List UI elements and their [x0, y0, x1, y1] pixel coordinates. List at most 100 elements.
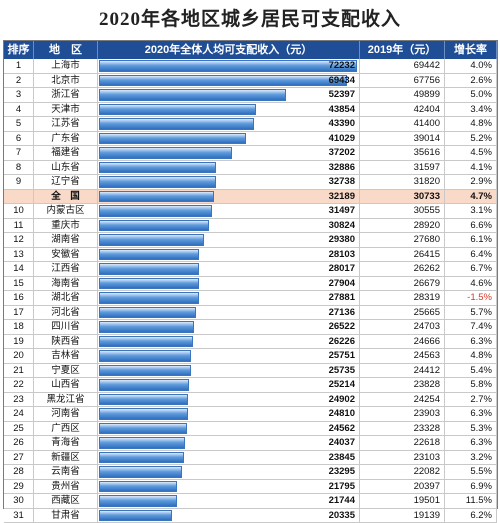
region-cell: 黑龙江省 — [34, 393, 98, 407]
region-cell: 全 国 — [34, 190, 98, 204]
income-2020-value: 32738 — [329, 175, 355, 189]
income-2020-value: 29380 — [329, 233, 355, 247]
region-cell: 四川省 — [34, 320, 98, 334]
rank-cell: 16 — [4, 291, 34, 305]
income-bar — [99, 104, 256, 116]
region-cell: 青海省 — [34, 436, 98, 450]
rank-cell: 17 — [4, 306, 34, 320]
rank-cell: 15 — [4, 277, 34, 291]
region-cell: 上海市 — [34, 59, 98, 73]
income-bar — [99, 191, 214, 203]
income-2020-cell: 29380 — [98, 233, 360, 247]
income-2020-cell: 27904 — [98, 277, 360, 291]
income-2020-cell: 27881 — [98, 291, 360, 305]
income-bar — [99, 336, 193, 348]
income-bar — [99, 133, 246, 145]
income-2020-cell: 32189 — [98, 190, 360, 204]
region-cell: 新疆区 — [34, 451, 98, 465]
growth-cell: 4.6% — [445, 277, 497, 291]
income-2020-value: 26522 — [329, 320, 355, 334]
income-2020-value: 52397 — [329, 88, 355, 102]
income-bar — [99, 495, 177, 507]
growth-cell: 6.4% — [445, 248, 497, 262]
income-bar — [99, 278, 199, 290]
income-2020-value: 27881 — [329, 291, 355, 305]
rank-cell: 10 — [4, 204, 34, 218]
income-2020-cell: 30824 — [98, 219, 360, 233]
rank-cell: 28 — [4, 465, 34, 479]
growth-cell: 3.4% — [445, 103, 497, 117]
growth-cell: 5.0% — [445, 88, 497, 102]
income-2020-cell: 25735 — [98, 364, 360, 378]
region-cell: 山东省 — [34, 161, 98, 175]
growth-cell: 3.1% — [445, 204, 497, 218]
rank-cell: 27 — [4, 451, 34, 465]
income-2020-value: 43390 — [329, 117, 355, 131]
rank-cell: 7 — [4, 146, 34, 160]
income-2019-cell: 24254 — [360, 393, 445, 407]
growth-cell: 4.8% — [445, 117, 497, 131]
income-2020-value: 24810 — [329, 407, 355, 421]
income-2020-cell: 26226 — [98, 335, 360, 349]
income-2020-cell: 28103 — [98, 248, 360, 262]
page: 2020年各地区城乡居民可支配收入 排序 地 区 2020年全体人均可支配收入（… — [0, 0, 500, 511]
rank-cell: 11 — [4, 219, 34, 233]
growth-cell: 2.6% — [445, 74, 497, 88]
income-2020-value: 21744 — [329, 494, 355, 508]
income-2019-cell: 30555 — [360, 204, 445, 218]
income-bar — [99, 162, 216, 174]
income-2019-cell: 23103 — [360, 451, 445, 465]
income-2020-value: 24037 — [329, 436, 355, 450]
income-2019-cell: 22082 — [360, 465, 445, 479]
region-cell: 内蒙古区 — [34, 204, 98, 218]
income-bar — [99, 408, 188, 420]
region-cell: 山西省 — [34, 378, 98, 392]
rank-cell: 13 — [4, 248, 34, 262]
rank-cell: 4 — [4, 103, 34, 117]
income-2019-cell: 67756 — [360, 74, 445, 88]
income-2020-cell: 27136 — [98, 306, 360, 320]
rank-cell: 30 — [4, 494, 34, 508]
income-2020-value: 30824 — [329, 219, 355, 233]
income-bar — [99, 423, 187, 435]
income-2020-value: 24902 — [329, 393, 355, 407]
income-bar — [99, 510, 172, 522]
region-cell: 江西省 — [34, 262, 98, 276]
rank-cell: 22 — [4, 378, 34, 392]
income-2020-value: 32189 — [329, 190, 355, 204]
income-2020-value: 69434 — [329, 74, 355, 88]
region-cell: 辽宁省 — [34, 175, 98, 189]
income-2020-value: 37202 — [329, 146, 355, 160]
income-2020-value: 27904 — [329, 277, 355, 291]
growth-cell: 2.9% — [445, 175, 497, 189]
growth-cell: 6.1% — [445, 233, 497, 247]
income-2020-cell: 41029 — [98, 132, 360, 146]
growth-cell: 7.4% — [445, 320, 497, 334]
header-income-2019: 2019年（元） — [360, 41, 445, 59]
growth-cell: 4.0% — [445, 59, 497, 73]
header-rank: 排序 — [4, 41, 34, 59]
income-2020-cell: 24562 — [98, 422, 360, 436]
income-bar — [99, 118, 254, 130]
region-cell: 湖北省 — [34, 291, 98, 305]
income-bar — [99, 263, 199, 275]
header-income-2020: 2020年全体人均可支配收入（元） — [98, 41, 360, 59]
growth-cell: 4.5% — [445, 146, 497, 160]
income-2020-value: 28103 — [329, 248, 355, 262]
income-2020-cell: 24902 — [98, 393, 360, 407]
income-2020-cell: 25751 — [98, 349, 360, 363]
income-bar — [99, 481, 177, 493]
table-header: 排序 地 区 2020年全体人均可支配收入（元） 2019年（元） 增长率 — [4, 41, 497, 59]
income-2020-cell: 21795 — [98, 480, 360, 494]
rank-cell: 20 — [4, 349, 34, 363]
region-cell: 吉林省 — [34, 349, 98, 363]
